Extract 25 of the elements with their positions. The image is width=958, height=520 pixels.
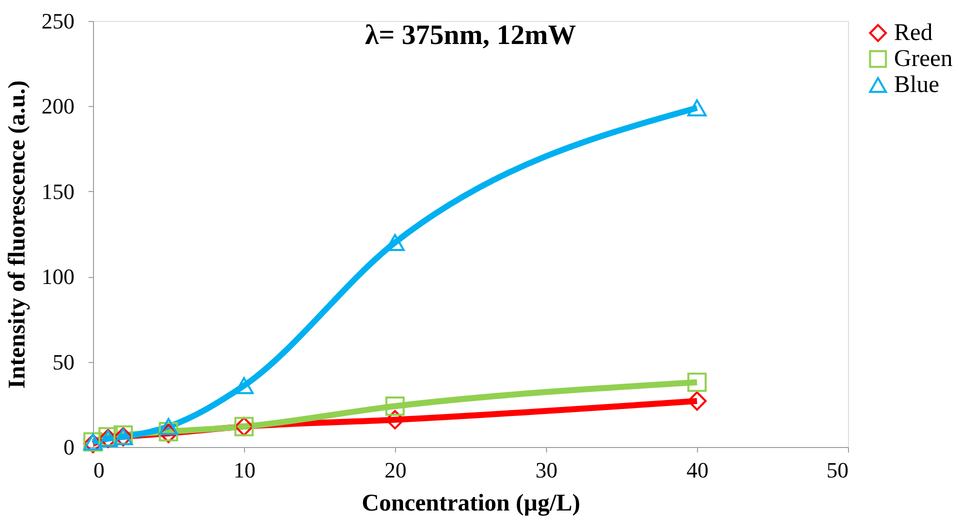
y-tick-label: 150 [42, 178, 74, 204]
legend-label: Green [894, 46, 953, 72]
point [385, 396, 405, 416]
x-tick-label: 10 [234, 458, 256, 482]
legend-label: Blue [894, 72, 940, 98]
y-tick-label: 0 [64, 434, 74, 460]
y-axis-title: Intensity of fluorescence (a.u.) [4, 80, 30, 389]
point [385, 410, 405, 430]
y-tick-label: 250 [42, 8, 74, 34]
x-tick-label: 40 [686, 458, 708, 482]
y-tick-label: 50 [52, 349, 74, 374]
point [687, 391, 707, 411]
x-tick-label: 0 [94, 458, 104, 482]
point [687, 99, 707, 116]
x-tick-label: 30 [536, 458, 558, 482]
point [158, 418, 178, 436]
legend-label: Red [894, 20, 933, 46]
y-tick-label: 200 [42, 94, 74, 119]
x-tick-label: 20 [384, 458, 406, 482]
x-tick-label: 50 [826, 458, 848, 482]
y-tick-label: 100 [42, 264, 74, 290]
point [234, 377, 254, 394]
x-axis-title: Concentration (µg/L) [362, 490, 580, 516]
chart-title: λ= 375nm, 12mW [365, 20, 576, 51]
point [687, 372, 707, 392]
